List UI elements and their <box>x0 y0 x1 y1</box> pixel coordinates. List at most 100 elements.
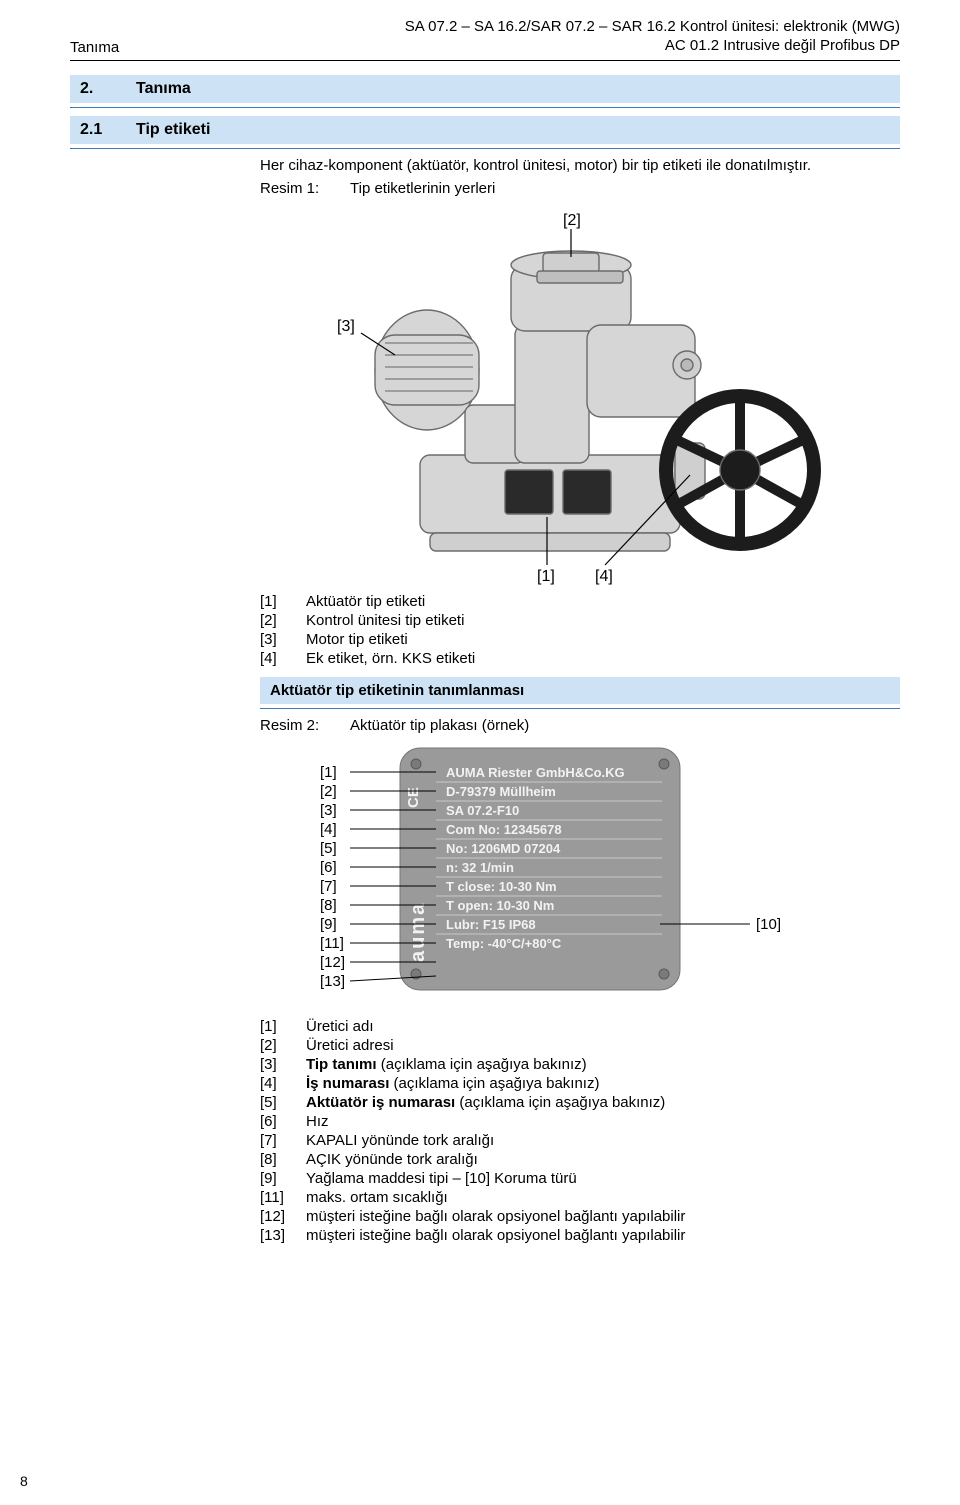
header-right-line1: SA 07.2 – SA 16.2/SAR 07.2 – SAR 16.2 Ko… <box>405 18 900 37</box>
legend-key: [3] <box>260 1056 306 1073</box>
legend-value: maks. ortam sıcaklığı <box>306 1189 448 1206</box>
legend-value: AÇIK yönünde tork aralığı <box>306 1151 478 1168</box>
legend-value: Motor tip etiketi <box>306 631 408 648</box>
plate-row: Temp: -40°C/+80°C <box>446 936 562 951</box>
figure2-legend: [1]Üretici adı[2]Üretici adresi[3]Tip ta… <box>260 1018 900 1244</box>
legend-key: [11] <box>260 1189 306 1206</box>
legend-key: [8] <box>260 1151 306 1168</box>
legend-row: [3]Tip tanımı (açıklama için aşağıya bak… <box>260 1056 900 1073</box>
legend-key: [9] <box>260 1170 306 1187</box>
legend-value: Aktüatör iş numarası (açıklama için aşağ… <box>306 1094 665 1111</box>
legend-value: Tip tanımı (açıklama için aşağıya bakını… <box>306 1056 587 1073</box>
fig1-callout-3: [3] <box>337 318 355 335</box>
header-left: Tanıma <box>70 39 119 56</box>
page-number: 8 <box>20 1473 28 1489</box>
legend-value: Aktüatör tip etiketi <box>306 593 425 610</box>
plate-left-label: [12] <box>320 954 345 971</box>
legend-value: Üretici adresi <box>306 1037 394 1054</box>
plate-left-label: [1] <box>320 764 337 781</box>
plate-row: SA 07.2-F10 <box>446 803 519 818</box>
plate-left-label: [9] <box>320 916 337 933</box>
header-right-line2: AC 01.2 Intrusive değil Profibus DP <box>405 37 900 56</box>
legend-key: [2] <box>260 1037 306 1054</box>
plate-row: T close: 10-30 Nm <box>446 879 557 894</box>
plate-right-label: [10] <box>756 916 781 933</box>
plate-row: AUMA Riester GmbH&Co.KG <box>446 765 625 780</box>
section-heading-2: 2. Tanıma <box>70 75 900 103</box>
plate-left-label: [2] <box>320 783 337 800</box>
fig1-callout-4: [4] <box>595 568 613 585</box>
plate-left-label: [5] <box>320 840 337 857</box>
figure2: AUMA Riester GmbH&Co.KG D-79379 Müllheim S… <box>260 742 900 1010</box>
legend-row: [5]Aktüatör iş numarası (açıklama için a… <box>260 1094 900 1111</box>
svg-text:auma: auma <box>407 901 429 961</box>
legend-row: [4]Ek etiket, örn. KKS etiketi <box>260 650 900 667</box>
legend-row: [3]Motor tip etiketi <box>260 631 900 648</box>
plate-left-label: [13] <box>320 973 345 990</box>
legend-key: [3] <box>260 631 306 648</box>
plate-row: n: 32 1/min <box>446 860 514 875</box>
legend-key: [1] <box>260 1018 306 1035</box>
section-underline <box>70 148 900 149</box>
figure2-label: Resim 2: <box>260 717 350 734</box>
plate-left-label: [8] <box>320 897 337 914</box>
legend-value: Üretici adı <box>306 1018 374 1035</box>
figure1-legend: [1]Aktüatör tip etiketi[2]Kontrol ünites… <box>260 593 900 667</box>
legend-key: [4] <box>260 1075 306 1092</box>
section-underline <box>70 107 900 108</box>
intro-paragraph: Her cihaz-komponent (aktüatör, kontrol ü… <box>260 157 900 174</box>
legend-row: [2]Üretici adresi <box>260 1037 900 1054</box>
legend-row: [1]Üretici adı <box>260 1018 900 1035</box>
legend-value: KAPALI yönünde tork aralığı <box>306 1132 494 1149</box>
plate-row: T open: 10-30 Nm <box>446 898 554 913</box>
section-title: Tanıma <box>136 80 191 98</box>
legend-key: [7] <box>260 1132 306 1149</box>
page-header: Tanıma SA 07.2 – SA 16.2/SAR 07.2 – SAR … <box>70 18 900 56</box>
legend-value: Kontrol ünitesi tip etiketi <box>306 612 464 629</box>
fig1-callout-1: [1] <box>537 568 555 585</box>
figure2-caption: Resim 2: Aktüatör tip plakası (örnek) <box>260 717 900 734</box>
legend-row: [12]müşteri isteğine bağlı olarak opsiyo… <box>260 1208 900 1225</box>
section-number: 2. <box>80 80 136 98</box>
subheading-underline <box>260 708 900 709</box>
plate-row: Lubr: F15 IP68 <box>446 917 536 932</box>
plate-left-label: [7] <box>320 878 337 895</box>
legend-row: [11]maks. ortam sıcaklığı <box>260 1189 900 1206</box>
plate-row: No: 1206MD 07204 <box>446 841 561 856</box>
legend-key: [13] <box>260 1227 306 1244</box>
legend-key: [4] <box>260 650 306 667</box>
legend-row: [13]müşteri isteğine bağlı olarak opsiyo… <box>260 1227 900 1244</box>
legend-row: [4]İş numarası (açıklama için aşağıya ba… <box>260 1075 900 1092</box>
legend-row: [8]AÇIK yönünde tork aralığı <box>260 1151 900 1168</box>
legend-key: [2] <box>260 612 306 629</box>
legend-key: [6] <box>260 1113 306 1130</box>
legend-key: [1] <box>260 593 306 610</box>
legend-value: Ek etiket, örn. KKS etiketi <box>306 650 475 667</box>
figure1-label: Resim 1: <box>260 180 350 197</box>
section-number: 2.1 <box>80 121 136 139</box>
legend-key: [5] <box>260 1094 306 1111</box>
legend-row: [9]Yağlama maddesi tipi – [10] Koruma tü… <box>260 1170 900 1187</box>
figure2-svg: AUMA Riester GmbH&Co.KG D-79379 Müllheim S… <box>300 742 860 1010</box>
plate-left-label: [4] <box>320 821 337 838</box>
figure1: [2] [3] [1] [4] <box>260 205 900 585</box>
plate-left-label: [3] <box>320 802 337 819</box>
plate-row: D-79379 Müllheim <box>446 784 556 799</box>
legend-value: İş numarası (açıklama için aşağıya bakın… <box>306 1075 599 1092</box>
legend-row: [6]Hız <box>260 1113 900 1130</box>
figure1-caption: Resim 1: Tip etiketlerinin yerleri <box>260 180 900 197</box>
header-rule <box>70 60 900 61</box>
legend-value: Yağlama maddesi tipi – [10] Koruma türü <box>306 1170 577 1187</box>
legend-value: müşteri isteğine bağlı olarak opsiyonel … <box>306 1208 685 1225</box>
legend-row: [1]Aktüatör tip etiketi <box>260 593 900 610</box>
legend-key: [12] <box>260 1208 306 1225</box>
plate-left-label: [11] <box>320 935 344 952</box>
legend-row: [7]KAPALI yönünde tork aralığı <box>260 1132 900 1149</box>
figure1-svg: [2] [3] [1] [4] <box>315 205 845 585</box>
legend-value: Hız <box>306 1113 329 1130</box>
legend-value: müşteri isteğine bağlı olarak opsiyonel … <box>306 1227 685 1244</box>
header-right: SA 07.2 – SA 16.2/SAR 07.2 – SAR 16.2 Ko… <box>405 18 900 56</box>
plate-row: Com No: 12345678 <box>446 822 562 837</box>
figure1-caption-text: Tip etiketlerinin yerleri <box>350 180 495 197</box>
legend-row: [2]Kontrol ünitesi tip etiketi <box>260 612 900 629</box>
